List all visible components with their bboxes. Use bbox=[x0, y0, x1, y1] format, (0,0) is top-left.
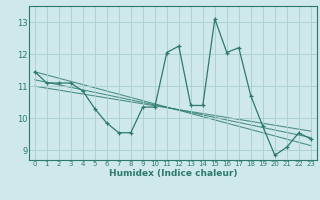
X-axis label: Humidex (Indice chaleur): Humidex (Indice chaleur) bbox=[108, 169, 237, 178]
